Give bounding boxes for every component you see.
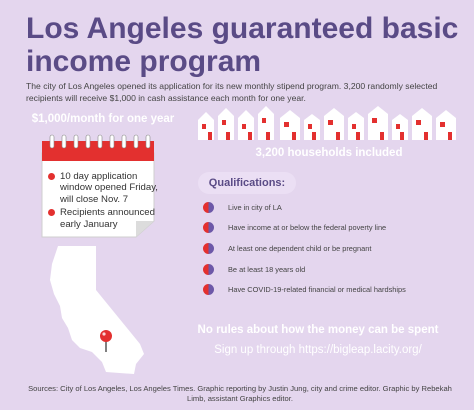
intro-text: The city of Los Angeles opened its appli… <box>26 81 438 103</box>
bullet-dot-icon <box>203 264 214 275</box>
qualifications-heading: Qualifications: <box>198 172 296 194</box>
qualification-text: Have income at or below the federal pove… <box>228 223 387 232</box>
calendar-icon <box>41 134 155 238</box>
houses-illustration <box>198 106 456 140</box>
house-icon <box>368 106 388 140</box>
signup-link[interactable]: Sign up through https://bigleap.lacity.o… <box>214 344 422 356</box>
qualification-text: Be at least 18 years old <box>228 265 306 274</box>
house-icon <box>412 108 432 140</box>
map-pin-icon <box>100 330 112 352</box>
calendar-bullet: 10 day application window opened Friday,… <box>48 171 158 205</box>
bullet-dot-icon <box>203 202 214 213</box>
stipend-amount-label: $1,000/month for one year <box>31 113 175 125</box>
qualification-text: At least one dependent child or be pregn… <box>228 244 372 253</box>
bullet-dot-icon <box>203 284 214 295</box>
bullet-dot-icon <box>203 222 214 233</box>
calendar-bullet-list: 10 day application window opened Friday,… <box>48 171 158 232</box>
california-map-icon <box>50 246 144 374</box>
qualification-text: Have COVID-19-related financial or medic… <box>228 285 406 294</box>
sources-credit: Sources: City of Los Angeles, Los Angele… <box>28 384 452 403</box>
households-caption: 3,200 households included <box>255 147 403 159</box>
house-icon <box>324 108 344 140</box>
no-rules-text: No rules about how the money can be spen… <box>197 324 439 336</box>
calendar-bullet-text: 10 day application window opened Friday,… <box>60 171 158 205</box>
calendar-bullet: Recipients announced early January <box>48 207 158 230</box>
bullet-dot-icon <box>48 173 55 180</box>
calendar-bullet-text: Recipients announced early January <box>60 207 155 230</box>
house-icon <box>280 110 300 140</box>
bullet-dot-icon <box>48 209 55 217</box>
bullet-dot-icon <box>203 243 214 254</box>
page-title: Los Angeles guaranteed basic income prog… <box>26 12 459 78</box>
qualification-text: Live in city of LA <box>228 203 282 212</box>
house-icon <box>436 110 456 140</box>
